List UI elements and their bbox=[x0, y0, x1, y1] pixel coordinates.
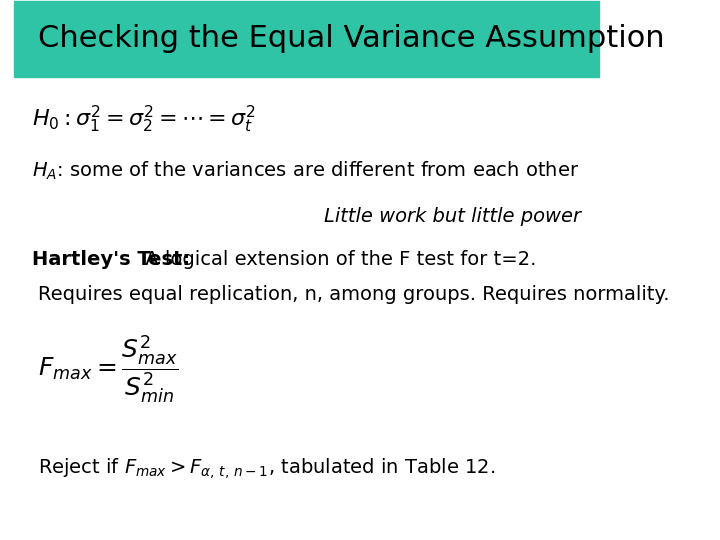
Text: A logical extension of the F test for t=2.: A logical extension of the F test for t=… bbox=[139, 250, 536, 269]
Text: Requires equal replication, n, among groups. Requires normality.: Requires equal replication, n, among gro… bbox=[38, 285, 670, 303]
Text: Reject if $F_{max} > F_{\alpha,\,t,\,n-1}$, tabulated in Table 12.: Reject if $F_{max} > F_{\alpha,\,t,\,n-1… bbox=[38, 456, 495, 481]
Text: Little work but little power: Little work but little power bbox=[324, 207, 581, 226]
Text: $H_0 : \sigma_1^2 = \sigma_2^2 = \cdots = \sigma_t^2$: $H_0 : \sigma_1^2 = \sigma_2^2 = \cdots … bbox=[32, 104, 256, 135]
Text: Hartley's Test:: Hartley's Test: bbox=[32, 250, 197, 269]
Text: Checking the Equal Variance Assumption: Checking the Equal Variance Assumption bbox=[38, 24, 665, 53]
FancyBboxPatch shape bbox=[14, 2, 600, 77]
Text: $F_{max} = \dfrac{S^2_{max}}{S^2_{min}}$: $F_{max} = \dfrac{S^2_{max}}{S^2_{min}}$ bbox=[38, 334, 179, 405]
Text: $H_A$: some of the variances are different from each other: $H_A$: some of the variances are differe… bbox=[32, 159, 579, 182]
